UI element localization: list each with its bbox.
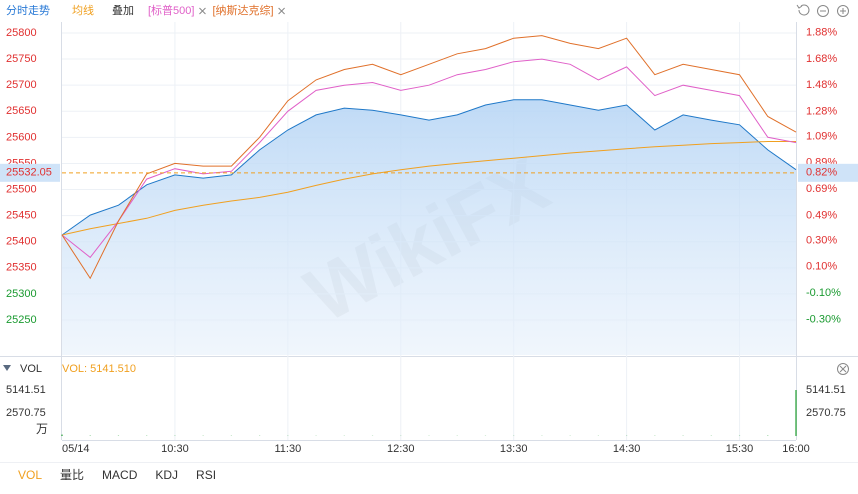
toolbar-title[interactable]: 分时走势 (6, 4, 50, 17)
y2-tick-label: 1.09% (806, 130, 837, 142)
y2-tick-label: -0.30% (806, 313, 841, 325)
volume-tick-label-right: 5141.51 (806, 384, 846, 396)
x-tick-label: 14:30 (613, 443, 641, 455)
y-tick-label: 25450 (6, 210, 37, 222)
tab[interactable]: RSI (196, 468, 216, 482)
x-tick-label: 13:30 (500, 443, 528, 455)
price-line (61, 141, 796, 236)
y2-tick-label: 1.28% (806, 105, 837, 117)
x-tick-label: 16:00 (782, 443, 810, 455)
y2-tick-label: 0.30% (806, 234, 837, 246)
price-line (61, 35, 797, 280)
y-tick-label: 25500 (6, 183, 37, 195)
y-tick-label: 25250 (6, 314, 37, 326)
legend-remove[interactable] (199, 7, 206, 15)
legend-entry[interactable]: 均线 (72, 3, 94, 17)
x-tick-label: 15:30 (726, 443, 754, 455)
volume-tick-label: 2570.75 (6, 407, 46, 419)
x-tick-label: 11:30 (274, 443, 301, 455)
price-line (61, 58, 797, 259)
y-tick-label: 25750 (6, 53, 37, 65)
tab[interactable]: VOL (18, 468, 42, 482)
reset-icon[interactable] (796, 4, 810, 16)
y-tick-label: 25600 (6, 131, 37, 143)
tab[interactable]: MACD (102, 468, 138, 482)
x-tick-label: 10:30 (161, 443, 189, 455)
zoom-in-icon[interactable] (837, 5, 849, 17)
legend-remove[interactable] (278, 7, 285, 15)
price-marker-label: 25532.05 (6, 167, 52, 179)
volume-tick-label: 5141.51 (6, 384, 46, 396)
y-tick-label: 25400 (6, 236, 37, 248)
y-tick-label: 25350 (6, 262, 37, 274)
legend-entry[interactable]: [纳斯达克综] (212, 3, 273, 17)
legend-entry[interactable]: [标普500] (148, 3, 194, 17)
x-tick-label: 05/14 (62, 443, 90, 455)
volume-legend: VOL: 5141.510 (62, 363, 136, 375)
y2-tick-label: 1.68% (806, 53, 837, 65)
price-line (61, 99, 797, 236)
y2-tick-label: 0.10% (806, 261, 837, 273)
tab[interactable]: KDJ (155, 468, 178, 482)
volume-toggle[interactable] (3, 365, 11, 371)
y2-tick-label: -0.10% (806, 287, 841, 299)
price-area (62, 99, 796, 355)
price-marker-box (798, 163, 858, 182)
price-marker-pct: 0.82% (806, 167, 837, 179)
y-tick-label: 25800 (6, 27, 37, 39)
volume-title: VOL (20, 363, 42, 375)
volume-bar (61, 434, 63, 436)
y2-tick-label: 0.69% (806, 183, 837, 195)
y-tick-label: 25650 (6, 105, 37, 117)
y2-tick-label: 0.49% (806, 209, 837, 221)
y2-tick-label: 1.48% (806, 79, 837, 91)
volume-tick-label-right: 2570.75 (806, 407, 846, 419)
volume-unit: 万 (36, 422, 48, 436)
y-tick-label: 25300 (6, 288, 37, 300)
toolbar-overlay[interactable]: 叠加 (112, 4, 134, 17)
tab[interactable]: 量比 (60, 468, 84, 482)
y2-tick-label: 1.88% (806, 26, 837, 38)
y-tick-label: 25700 (6, 79, 37, 91)
volume-close[interactable] (837, 363, 849, 375)
volume-bar (795, 390, 797, 436)
x-tick-label: 12:30 (387, 443, 415, 455)
price-marker-box (0, 163, 60, 182)
zoom-out-icon[interactable] (817, 5, 829, 17)
toolbar-icons (796, 4, 849, 17)
